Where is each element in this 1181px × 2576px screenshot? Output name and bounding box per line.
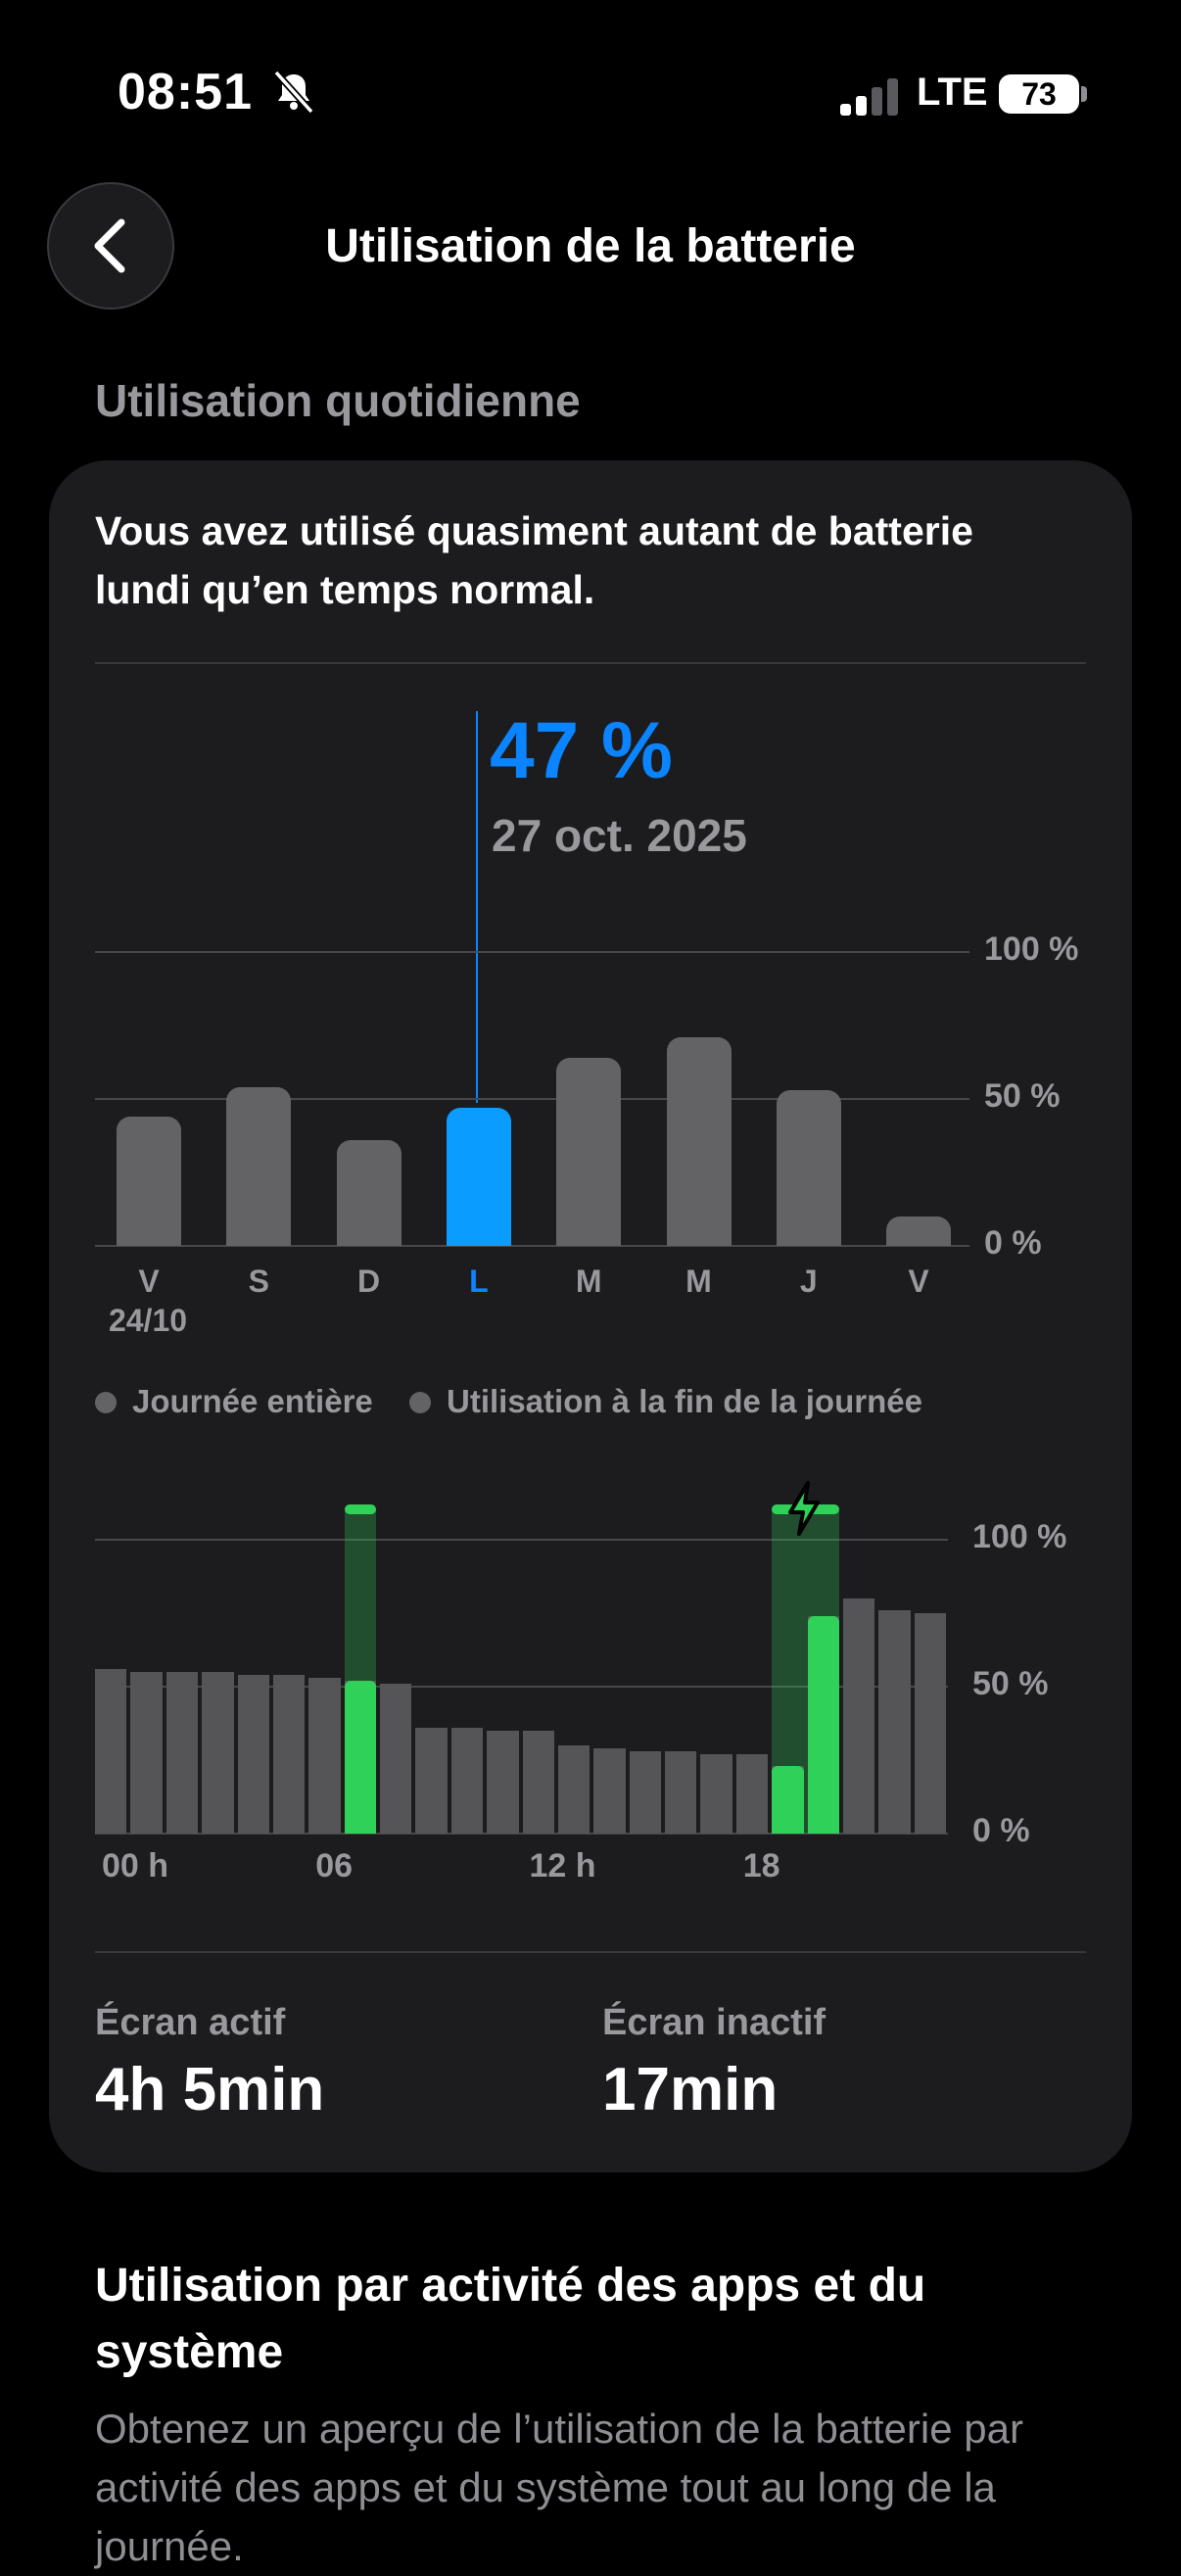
- divider: [95, 1951, 1086, 1953]
- hourly-bar: [272, 1675, 306, 1834]
- usage-summary: Vous avez utilisé quasiment autant de ba…: [95, 508, 973, 612]
- hourly-bar: [522, 1731, 554, 1834]
- gridline: [95, 1098, 969, 1100]
- hourly-bar: [665, 1751, 697, 1834]
- legend-dot-full-day: [95, 1392, 117, 1413]
- section-title: Utilisation quotidienne: [95, 375, 581, 426]
- day-label: S: [248, 1264, 269, 1299]
- hourly-bar: [700, 1754, 732, 1834]
- activity-section-title: Utilisation par activité des apps et du …: [95, 2260, 926, 2378]
- screen-off-label: Écran inactif: [602, 2002, 827, 2043]
- screen-off-value: 17min: [602, 2056, 779, 2123]
- day-label: J: [799, 1264, 818, 1299]
- daily-usage-card: [49, 460, 1132, 2172]
- daily-bar: [226, 1087, 292, 1246]
- chevron-left-icon: [94, 218, 125, 273]
- y-tick-label: 100 %: [972, 1518, 1067, 1555]
- hourly-bar: [914, 1613, 946, 1834]
- hourly-bar: [237, 1675, 269, 1834]
- day-label: V: [908, 1264, 929, 1299]
- status-time: 08:51: [118, 64, 253, 120]
- divider: [95, 662, 1086, 664]
- hourly-bar: [842, 1598, 875, 1834]
- gridline: [95, 1686, 948, 1688]
- hourly-bar: [130, 1672, 163, 1834]
- page-title: Utilisation de la batterie: [325, 220, 856, 272]
- screen-on-label: Écran actif: [95, 2002, 286, 2043]
- signal-icon: [840, 78, 898, 116]
- gridline: [95, 1833, 948, 1835]
- hourly-bar: [95, 1669, 127, 1834]
- hourly-bar: [593, 1748, 626, 1834]
- charging-cap: [344, 1504, 376, 1514]
- y-tick-label: 0 %: [972, 1812, 1030, 1849]
- hourly-bar: [165, 1672, 199, 1834]
- selected-percent: 47 %: [490, 706, 673, 795]
- x-tick-label: 00 h: [102, 1847, 169, 1884]
- hourly-bar: [450, 1728, 484, 1834]
- day-label: D: [357, 1264, 381, 1299]
- gridline: [95, 951, 969, 953]
- battery-nub: [1081, 86, 1087, 102]
- gridline: [95, 1245, 969, 1247]
- legend-full-day: Journée entière: [132, 1383, 373, 1419]
- day-label: M: [575, 1264, 602, 1299]
- x-tick-label: 06: [315, 1847, 354, 1884]
- legend-dot-end-of-day: [409, 1392, 431, 1413]
- selection-line: [476, 711, 478, 1103]
- battery-icon: 73: [999, 74, 1079, 114]
- hourly-bar: [735, 1754, 769, 1834]
- daily-bar: [117, 1117, 181, 1246]
- back-button[interactable]: [47, 182, 174, 310]
- legend-end-of-day: Utilisation à la fin de la journée: [447, 1383, 922, 1419]
- y-tick-label: 100 %: [984, 930, 1079, 968]
- screen-on-value: 4h 5min: [95, 2056, 325, 2123]
- y-tick-label: 50 %: [972, 1665, 1049, 1702]
- charging-bolt-icon: [787, 1481, 820, 1536]
- hourly-bar: [308, 1678, 341, 1834]
- hourly-bar: [380, 1684, 412, 1834]
- silent-mode-icon: [273, 70, 314, 115]
- hourly-bar: [878, 1610, 911, 1834]
- daily-bar: [886, 1216, 952, 1246]
- daily-bar: [666, 1037, 732, 1246]
- daily-bar: [446, 1108, 511, 1246]
- hourly-bar: [202, 1672, 234, 1834]
- x-tick-label: 18: [742, 1847, 780, 1884]
- charging-bar: [344, 1681, 376, 1834]
- day-label: V: [138, 1264, 160, 1299]
- selected-date: 27 oct. 2025: [492, 810, 747, 861]
- hourly-bar: [487, 1731, 519, 1834]
- day-label: L: [469, 1264, 489, 1299]
- gridline: [95, 1539, 948, 1541]
- x-tick-label: 12 h: [529, 1847, 596, 1884]
- charging-bar: [807, 1616, 839, 1834]
- daily-bar: [556, 1058, 622, 1246]
- daily-bar: [336, 1140, 402, 1246]
- charging-bar: [772, 1766, 804, 1834]
- first-date-label: 24/10: [108, 1303, 188, 1338]
- y-tick-label: 50 %: [984, 1077, 1061, 1115]
- day-label: M: [685, 1264, 712, 1299]
- hourly-bar: [415, 1728, 448, 1834]
- activity-description: Obtenez un aperçu de l’utilisation de la…: [95, 2406, 1023, 2569]
- y-tick-label: 0 %: [984, 1224, 1042, 1262]
- network-type: LTE: [917, 71, 988, 114]
- hourly-bar: [629, 1751, 661, 1834]
- hourly-bar: [557, 1745, 590, 1834]
- daily-bar: [776, 1090, 841, 1246]
